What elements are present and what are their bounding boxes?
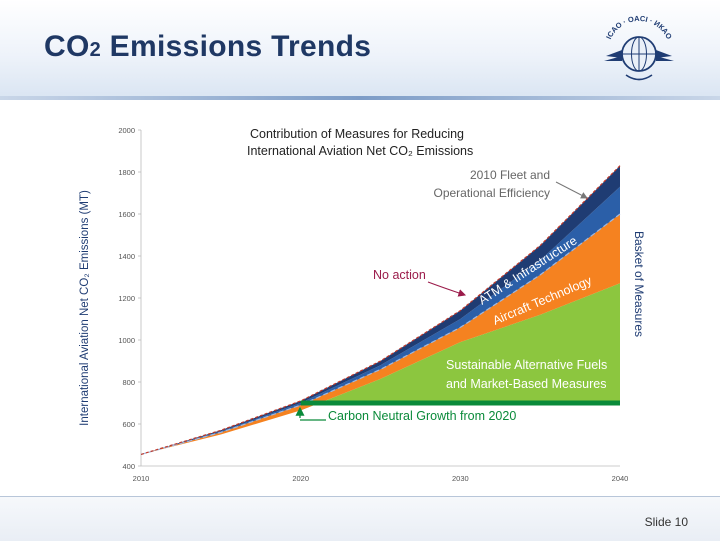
y-axis-label: International Aviation Net CO₂ Emissions…: [79, 190, 91, 426]
chart-title-line2: International Aviation Net CO₂ Emissions: [247, 144, 473, 158]
x-tick-label: 2040: [612, 474, 629, 483]
label-fleet-line1: 2010 Fleet and: [470, 168, 550, 182]
y-tick-label: 1400: [118, 252, 135, 261]
y-tick-label: 600: [122, 420, 135, 429]
slide-title-main: CO: [44, 30, 90, 63]
no-action-callout-arrow: [427, 281, 467, 297]
label-no-action: No action: [373, 268, 426, 282]
label-fuels-line2: and Market-Based Measures: [446, 377, 607, 391]
slide-title-subscript: 2: [89, 39, 102, 61]
x-tick-label: 2030: [452, 474, 469, 483]
icao-logo: ICAO · OACI · ИКАО: [604, 14, 674, 81]
y-tick-label: 800: [122, 378, 135, 387]
slide-title: CO2 Emissions Trends: [44, 30, 371, 64]
y-tick-label: 1600: [118, 210, 135, 219]
y-tick-label: 1800: [118, 168, 135, 177]
y-tick-label: 400: [122, 462, 135, 471]
x-tick-label: 2020: [292, 474, 309, 483]
header-divider: [0, 96, 720, 100]
right-axis-label: Basket of Measures: [632, 231, 646, 337]
label-carbon-neutral: Carbon Neutral Growth from 2020: [328, 409, 516, 423]
x-tick-label: 2010: [133, 474, 150, 483]
y-tick-label: 2000: [118, 126, 135, 135]
label-fleet-line2: Operational Efficiency: [433, 186, 550, 200]
area-sustainable-fuels-market-measures: [300, 283, 620, 411]
slide-title-rest: Emissions Trends: [101, 30, 372, 63]
slide-header: [0, 0, 720, 100]
fleet-callout-arrow: [555, 181, 588, 199]
y-tick-label: 1000: [118, 336, 135, 345]
slide-number: Slide 10: [644, 515, 688, 529]
co2-emissions-chart: Contribution of Measures for Reducing In…: [79, 126, 646, 483]
label-fuels-line1: Sustainable Alternative Fuels: [446, 358, 607, 372]
chart-title-line1: Contribution of Measures for Reducing: [250, 127, 464, 141]
slide-footer: Slide 10: [0, 496, 720, 541]
line-no-action: [140, 165, 621, 455]
y-tick-label: 1200: [118, 294, 135, 303]
line-atm-dashed: [140, 213, 621, 455]
